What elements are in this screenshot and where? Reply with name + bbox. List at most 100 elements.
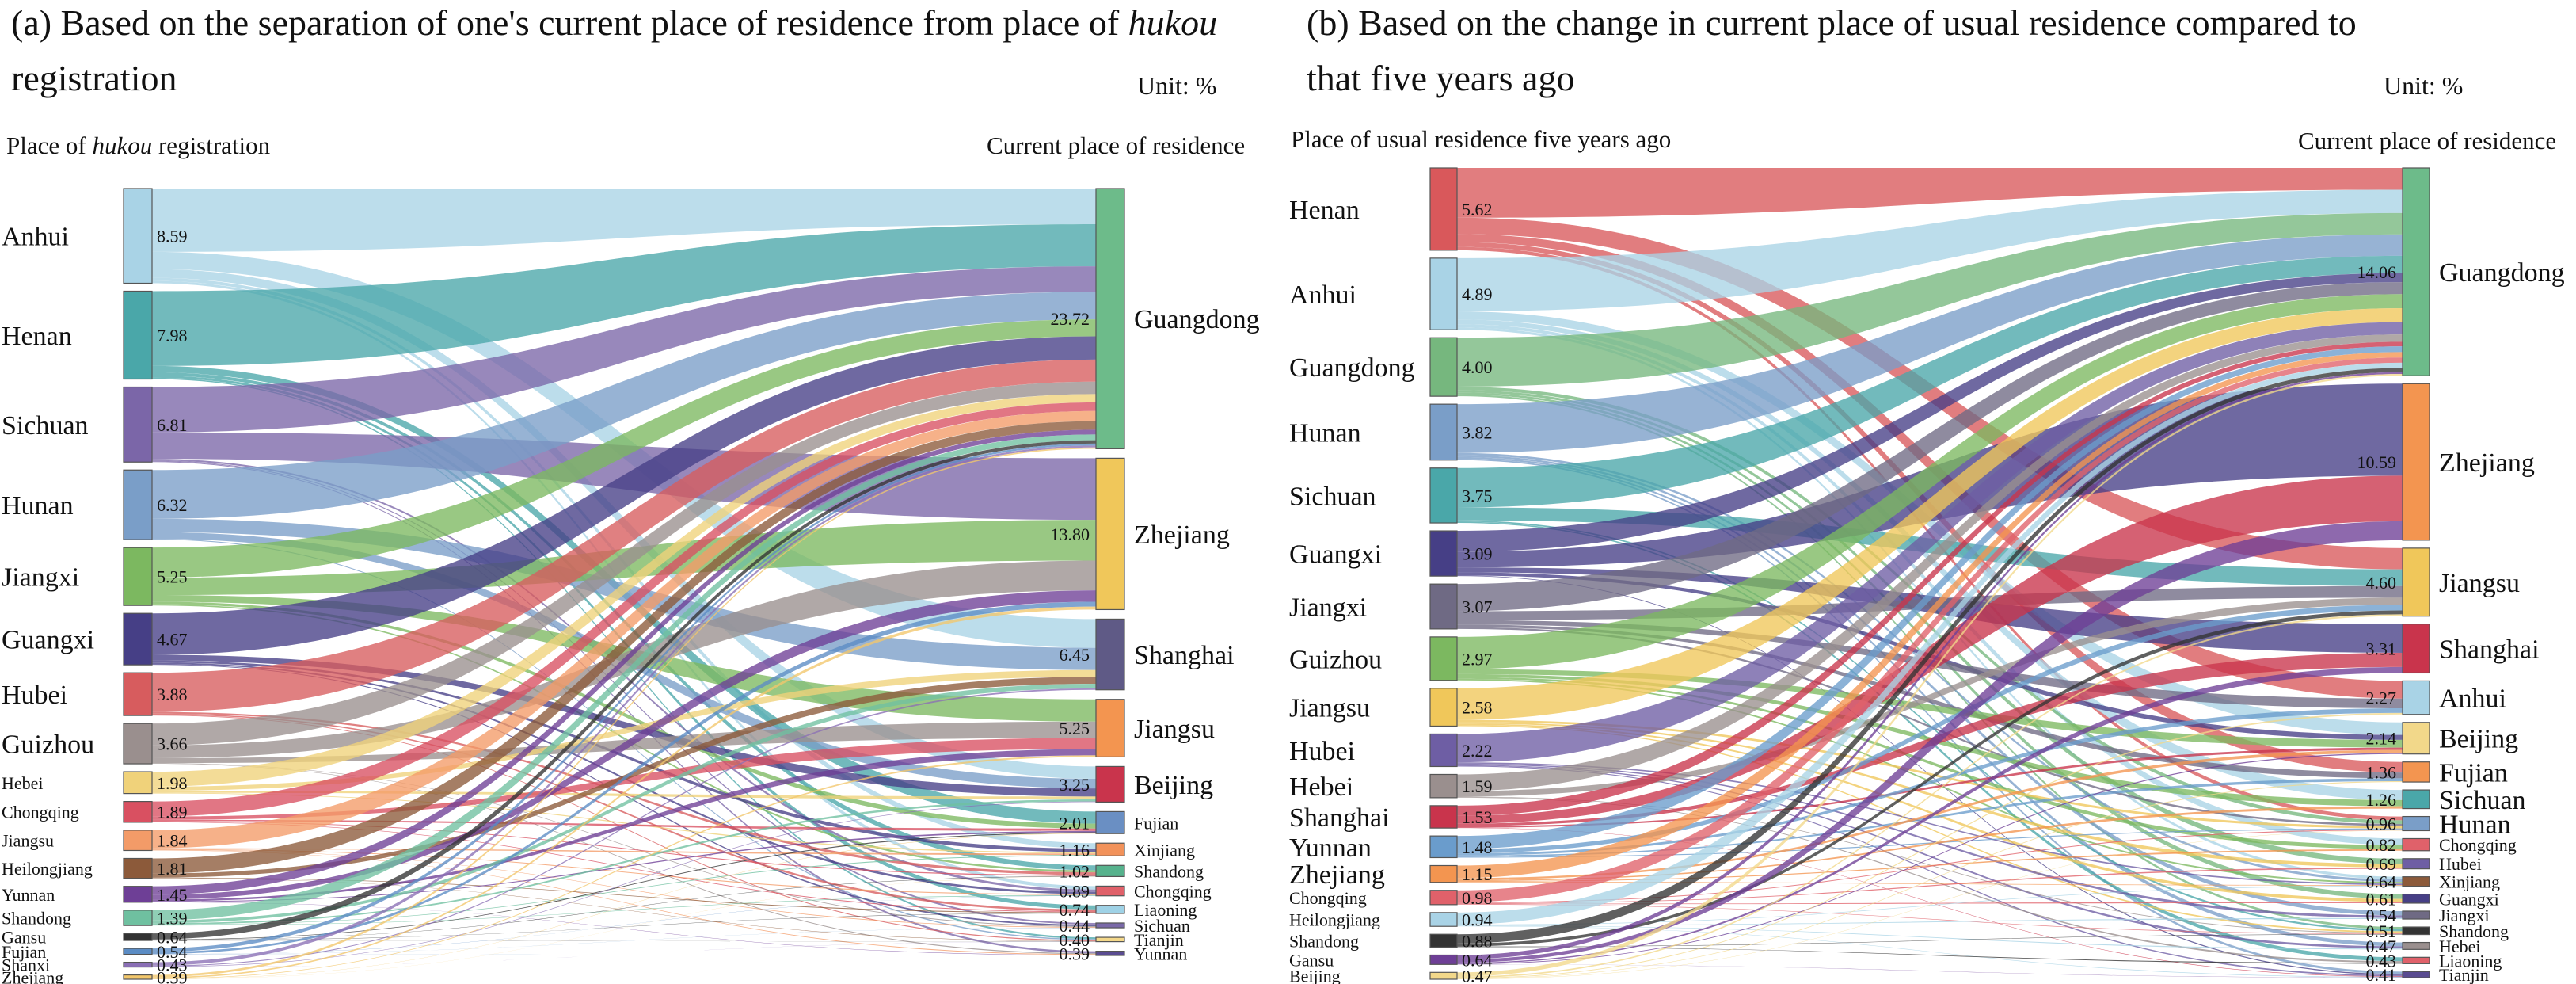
panel-b-sankey: Henan 5.62 Anhui 4.89 Guangdong 4.00 Hunan 3.82… (1289, 167, 2565, 984)
b-link-chongqing-to-shandong (1457, 904, 2403, 935)
a-source-bar-guangxi (123, 612, 153, 666)
a-source-label-jiangxi: Jiangxi (2, 563, 79, 593)
b-source-bar-guangxi (1429, 530, 1458, 577)
b-link-hubei-to-guangdong (1457, 322, 2403, 763)
a-link-yunnan-to-jiangsu (152, 749, 1096, 902)
b-source-label-henan: Henan (1289, 196, 1360, 225)
a-link-guangxi-to-xinjiang (152, 660, 1096, 852)
b-source-value-shanghai: 1.53 (1462, 807, 1493, 827)
b-source-label-sichuan: Sichuan (1289, 482, 1376, 511)
b-target-label-jiangxi: Jiangxi (2439, 906, 2490, 925)
a-source-label-heilongjiang: Heilongjiang (2, 859, 93, 879)
a-link-heilongjiang-to-guangdong (152, 421, 1096, 874)
b-source-label-guizhou: Guizhou (1289, 645, 1382, 674)
a-source-bar-shandong (123, 910, 153, 926)
b-source-bar-chongqing (1429, 890, 1458, 906)
a-link-heilongjiang-to-liaoning (152, 877, 1096, 913)
a-source-bar-fujian (123, 948, 153, 955)
a-source-bar-yunnan (123, 886, 153, 903)
b-link-gansu-to-guangdong (1457, 372, 2403, 959)
b-link-gansu-to-zhejiang (1457, 521, 2403, 963)
a-link-shandong-to-xinjiang (152, 855, 1096, 925)
a-link-guangxi-to-guangdong (152, 336, 1096, 655)
b-link-henan-to-jiangsu (1457, 217, 2403, 570)
b-source-label-guangxi: Guangxi (1289, 540, 1382, 570)
a-target-value-yunnan: 0.39 (1060, 944, 1090, 963)
a-link-chongqing-to-shandong (152, 821, 1096, 876)
a-link-guizhou-to-yunnan (152, 763, 1096, 955)
a-link-yunnan-to-zhejiang (152, 590, 1096, 900)
b-link-jiangsu-to-hunan (1457, 719, 2403, 829)
a-link-hebei-to-xinjiang (152, 792, 1096, 854)
a-link-gansu-to-liaoning (152, 913, 1096, 940)
a-link-zhejiang-to-zhejiang (152, 606, 1096, 979)
a-link-hebei-to-guangdong (152, 394, 1096, 787)
a-link-jiangxi-to-shandong (152, 604, 1096, 873)
b-source-bar-gansu (1429, 954, 1458, 965)
a-source-label-hubei: Hubei (2, 681, 67, 710)
b-link-anhui-to-chongqing (1457, 324, 2403, 845)
b-link-beijing-to-hunan (1457, 830, 2403, 979)
b-target-value-jiangxi: 0.54 (2366, 906, 2397, 925)
a-source-label-zhejiang: Zhejiang (2, 967, 63, 984)
b-source-value-guangxi: 3.09 (1462, 544, 1493, 564)
a-source-label-guangxi: Guangxi (2, 626, 94, 655)
b-target-bar-shanghai (2402, 624, 2430, 674)
a-source-value-anhui: 8.59 (157, 227, 188, 246)
b-link-guizhou-to-beijing (1457, 669, 2403, 748)
a-source-label-fujian: Fujian (2, 942, 46, 962)
b-target-bar-fujian (2402, 761, 2430, 783)
a-link-sichuan-to-guangdong (152, 266, 1096, 433)
b-source-bar-jiangsu (1429, 688, 1458, 727)
b-link-hubei-to-xinjiang (1457, 762, 2403, 886)
b-link-heilongjiang-to-jiangxi (1457, 917, 2403, 926)
b-source-value-guangdong: 4.00 (1462, 357, 1493, 377)
b-target-bar-liaoning (2402, 956, 2430, 964)
b-target-label-zhejiang: Zhejiang (2439, 448, 2535, 478)
a-link-zhejiang-to-fujian (152, 833, 1096, 979)
a-source-label-hunan: Hunan (2, 491, 74, 521)
a-link-jiangxi-to-guangdong (152, 319, 1096, 578)
b-target-bar-hebei (2402, 941, 2430, 950)
b-source-label-heilongjiang: Heilongjiang (1289, 910, 1380, 930)
b-source-bar-zhejiang (1429, 864, 1458, 883)
b-source-value-sichuan: 3.75 (1462, 486, 1493, 505)
b-source-value-anhui: 4.89 (1462, 284, 1493, 304)
b-link-chongqing-to-hubei (1457, 867, 2403, 904)
b-target-value-beijing: 2.14 (2366, 729, 2397, 749)
b-target-value-xinjiang: 0.64 (2366, 872, 2397, 892)
a-source-value-fujian: 0.54 (157, 942, 188, 962)
b-target-value-fujian: 1.36 (2366, 762, 2397, 782)
a-link-jiangsu-to-yunnan (152, 850, 1096, 955)
b-link-zhejiang-to-guangdong (1457, 352, 2403, 879)
a-target-bar-chongqing (1095, 885, 1125, 897)
b-link-hubei-to-hebei (1457, 765, 2403, 949)
panel-a-left-header-em: hukou (92, 132, 153, 159)
b-link-heilongjiang-to-xinjiang (1457, 885, 2403, 925)
b-link-hebei-to-jiangsu (1457, 597, 2403, 797)
b-target-label-jiangsu: Jiangsu (2439, 569, 2520, 598)
b-link-guizhou-to-guangdong (1457, 294, 2403, 669)
a-source-bar-hubei (123, 672, 153, 716)
a-link-gansu-to-guangdong (152, 440, 1096, 940)
b-link-beijing-to-fujian (1457, 780, 2403, 979)
b-source-value-jiangxi: 3.07 (1462, 597, 1493, 617)
b-source-bar-henan (1429, 167, 1458, 251)
a-source-label-gansu: Gansu (2, 928, 46, 948)
b-source-label-jiangxi: Jiangxi (1289, 593, 1367, 623)
b-source-value-shandong: 0.88 (1462, 931, 1493, 951)
b-link-guizhou-to-chongqing (1457, 677, 2403, 849)
a-nodes: Anhui 8.59 Henan 7.98 Sichuan 6.81 Hunan 6.32 Ji… (2, 188, 1260, 984)
a-target-label-fujian: Fujian (1134, 813, 1178, 833)
a-link-yunnan-to-fujian (152, 830, 1096, 902)
b-target-value-hunan: 0.96 (2366, 814, 2397, 834)
b-link-heilongjiang-to-tianjin (1457, 925, 2403, 978)
b-link-yunnan-to-guangdong (1457, 346, 2403, 849)
a-link-hunan-to-tianjin (152, 539, 1096, 940)
b-target-value-liaoning: 0.43 (2366, 951, 2397, 971)
b-target-label-anhui: Anhui (2439, 685, 2506, 714)
a-source-label-guizhou: Guizhou (2, 730, 94, 760)
b-link-heilongjiang-to-guangdong (1457, 362, 2403, 925)
a-source-value-sichuan: 6.81 (157, 415, 188, 435)
